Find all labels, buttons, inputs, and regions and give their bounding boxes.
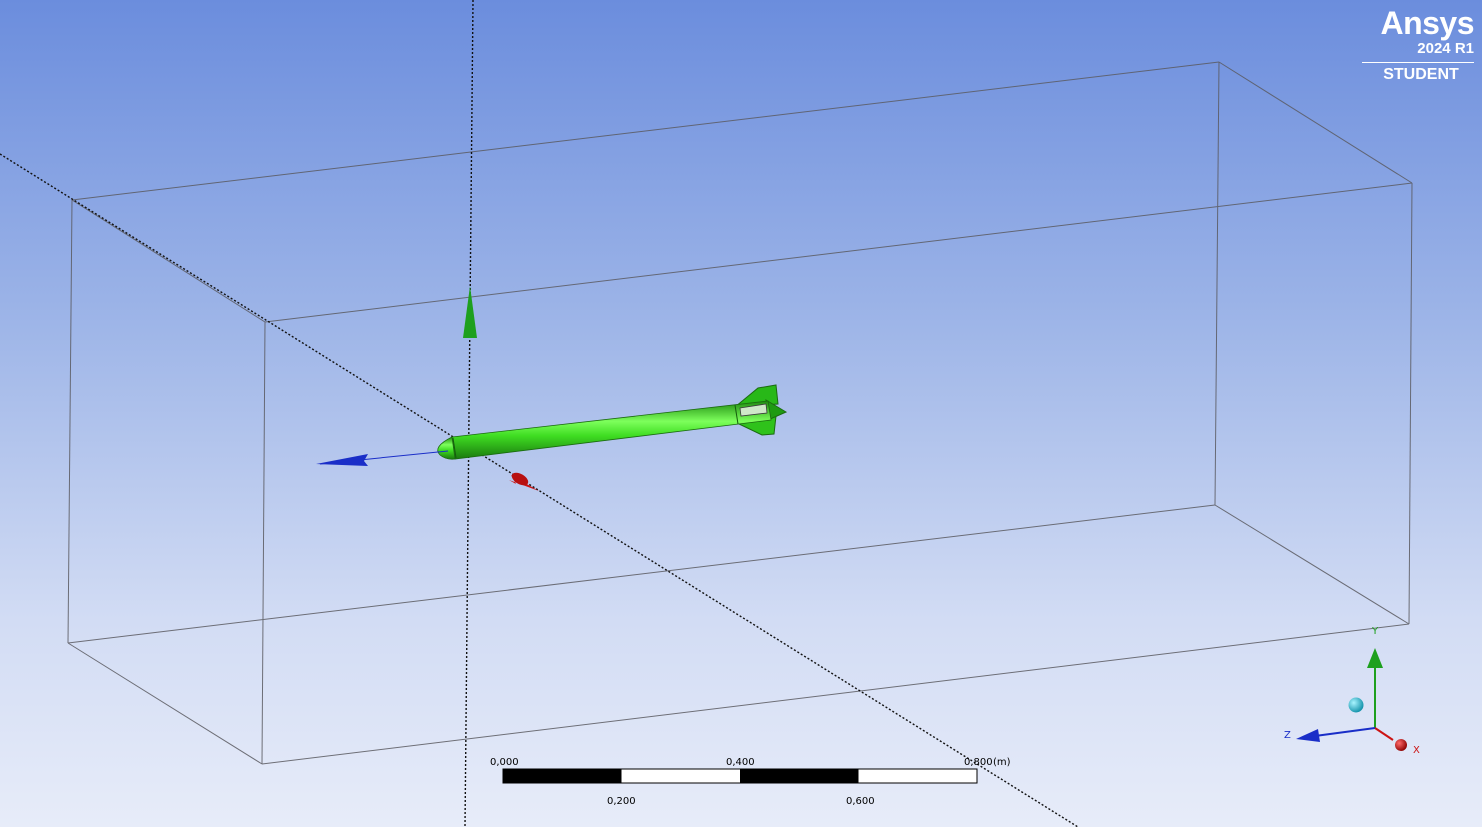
logo-brand-name: Ansys <box>1380 5 1474 41</box>
logo-edition: STUDENT <box>1383 66 1459 83</box>
scale-bar: 0,000 0,400 0,800 (m) 0,200 0,600 <box>490 757 1011 807</box>
scale-segment-1 <box>503 769 622 783</box>
scale-unit: (m) <box>993 757 1011 768</box>
scale-segment-3 <box>740 769 859 783</box>
triad-iso-ball-icon[interactable] <box>1348 697 1364 713</box>
logo-version: 2024 R1 <box>1417 40 1474 57</box>
rocket-tail-joint <box>734 404 739 425</box>
triad-y-arrow-icon <box>1367 648 1383 668</box>
orientation-triad[interactable]: Y Z X <box>1284 626 1420 756</box>
triad-x-ball-icon <box>1395 739 1407 751</box>
local-coordinate-system <box>316 286 539 491</box>
triad-z-label[interactable]: Z <box>1284 730 1291 741</box>
rocket-nose-joint <box>452 437 457 459</box>
scale-label-400: 0,400 <box>726 757 755 768</box>
local-z-arrow-icon <box>316 454 368 466</box>
triad-x-label[interactable]: X <box>1413 745 1420 756</box>
scale-label-800: 0,800 <box>964 757 993 768</box>
rocket-geometry[interactable] <box>437 384 788 460</box>
rocket-tail-cutout <box>739 403 768 417</box>
scale-label-0: 0,000 <box>490 757 519 768</box>
logo-divider <box>1362 62 1474 63</box>
ansys-logo: Ansys 2024 R1 STUDENT <box>1362 5 1475 84</box>
scale-label-600: 0,600 <box>846 796 875 807</box>
rocket-nose <box>437 436 456 460</box>
scale-label-200: 0,200 <box>607 796 636 807</box>
rocket-tube <box>451 400 772 460</box>
enclosure-wireframe <box>67 61 1413 765</box>
local-y-arrow-icon <box>463 286 477 338</box>
global-axis-lines <box>0 0 1079 827</box>
triad-z-arrow-icon <box>1296 729 1320 742</box>
triad-y-label[interactable]: Y <box>1371 626 1379 637</box>
